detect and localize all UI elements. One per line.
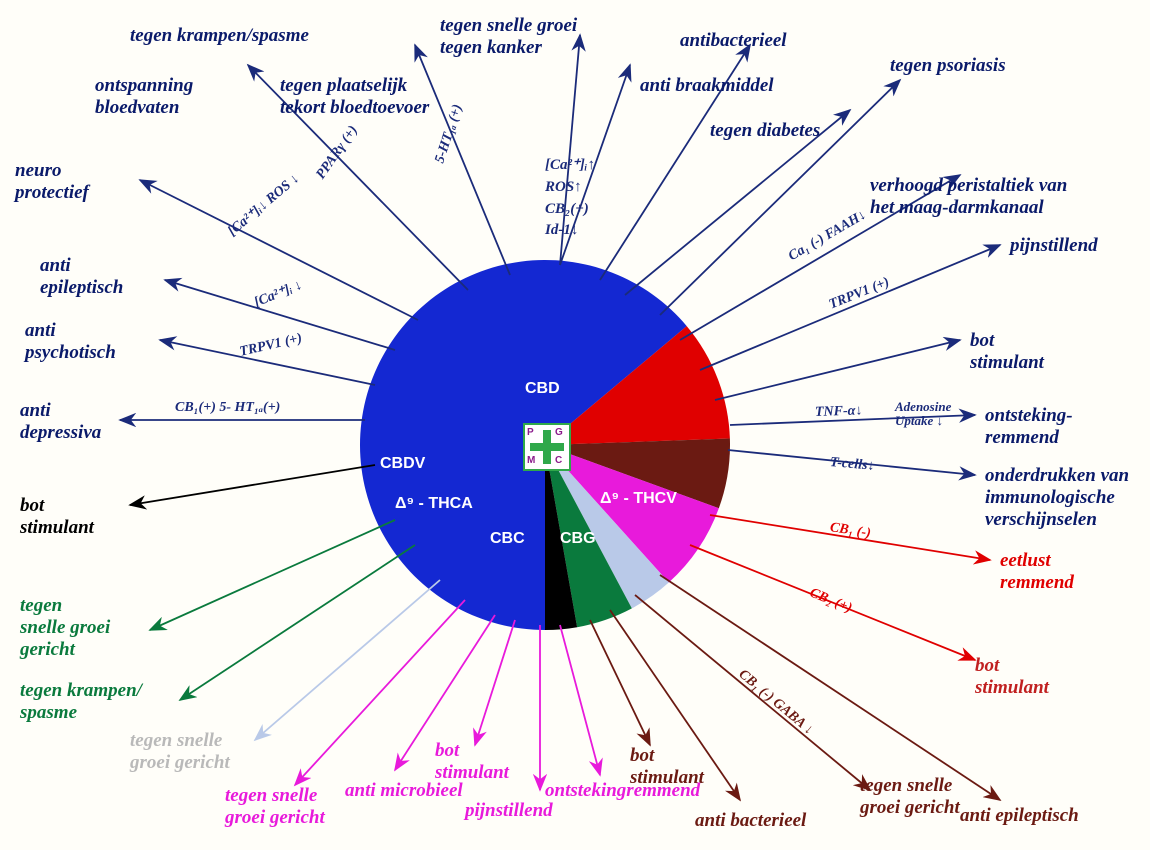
effect-label-4: tegen snelle groei tegen kanker [440,15,577,59]
slice-label-THCV: Δ⁹ - THCV [600,490,677,508]
effect-label-0: neuro protectief [15,160,89,204]
effect-label-18: tegen snelle groei gericht [20,595,110,661]
slice-label-CBC: CBC [490,530,525,548]
effect-label-5: antibacterieel [680,30,787,52]
effect-label-28: tegen snelle groei gericht [860,775,960,819]
pathway-label-a11: TNF-α↓ [815,403,863,421]
effect-label-6: anti braakmiddel [640,75,774,97]
logo-letter-G: G [555,427,563,438]
slice-label-CBDV: CBDV [380,455,425,473]
effect-label-26: bot stimulant [630,745,704,789]
effect-label-17: bot stimulant [20,495,94,539]
slice-label-CBD: CBD [525,380,560,398]
effect-label-14: anti epileptisch [40,255,123,299]
pathway-label-a15: CB₁(+) 5- HT₁ₐ(+) [175,400,280,416]
effect-label-13: onderdrukken van immunologische verschij… [985,465,1129,531]
effect-label-31: eetlust remmend [1000,550,1074,594]
effect-label-15: anti psychotisch [25,320,116,364]
effect-label-11: bot stimulant [970,330,1044,374]
effect-label-27: anti bacterieel [695,810,806,832]
logo-letter-P: P [527,427,534,438]
pathway-stack: [Ca²⁺]ᵢ↑ ROS↑ CB₂(+) Id-1↓ [545,155,595,242]
effect-label-20: tegen snelle groei gericht [130,730,230,774]
logo-letter-C: C [555,455,562,466]
arrow-a16 [130,465,375,505]
arrow-a19 [255,580,440,740]
effect-label-10: pijnstillend [1010,235,1098,257]
slice-label-THCA: Δ⁹ - THCA [395,495,473,513]
arrow-a9 [700,245,1000,370]
arrow-a24 [560,625,600,775]
effect-label-2: tegen krampen/spasme [130,25,309,47]
effect-label-19: tegen krampen/ spasme [20,680,142,724]
arrow-a17 [150,520,395,630]
slice-label-CBG: CBG [560,530,596,548]
diagram-stage: CBDΔ⁹ - THCVCBGCBCΔ⁹ - THCACBDV[Ca²⁺]ᵢ↓ … [0,0,1150,850]
effect-label-9: verhoogd peristaltiek van het maag-darmk… [870,175,1067,219]
effect-label-23: bot stimulant [435,740,509,784]
logo-letter-M: M [527,455,535,466]
effect-label-3: tegen plaatselijk tekort bloedtoevoer [280,75,429,119]
effect-label-1: ontspanning bloedvaten [95,75,193,119]
diagram-svg [0,0,1150,850]
effect-label-21: tegen snelle groei gericht [225,785,325,829]
arrow-a25 [590,620,650,745]
effect-label-30: bot stimulant [975,655,1049,699]
effect-label-24: pijnstillend [465,800,553,822]
adenosine-label: Adenosine Uptake ↓ [895,400,951,429]
effect-label-7: tegen diabetes [710,120,820,142]
arrow-a7 [660,80,900,315]
effect-label-12: ontsteking- remmend [985,405,1073,449]
arrow-a18 [180,545,415,700]
arrow-a22 [475,620,515,745]
effect-label-16: anti depressiva [20,400,101,444]
center-logo: P G M C [523,423,571,471]
effect-label-8: tegen psoriasis [890,55,1006,77]
effect-label-29: anti epileptisch [960,805,1079,827]
